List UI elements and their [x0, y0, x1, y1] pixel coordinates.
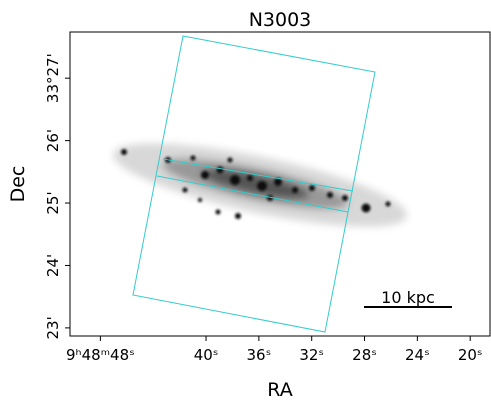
chart-title: N3003	[249, 9, 312, 31]
galaxy-image	[113, 35, 407, 333]
x-tick-label: 20ˢ	[458, 346, 483, 364]
field-outline	[132, 35, 376, 333]
x-tick-label: 24ˢ	[405, 346, 430, 364]
y-axis-label: Dec	[7, 166, 29, 203]
axes-frame	[69, 31, 491, 337]
y-tick-label: 26'	[44, 129, 62, 152]
x-tick-label: 32ˢ	[299, 346, 324, 364]
y-tick-label: 33°27'	[44, 53, 62, 103]
y-tick-label: 23'	[44, 316, 62, 339]
x-tick-label: 28ˢ	[352, 346, 377, 364]
slit-edge	[162, 158, 354, 192]
slit-edge	[156, 175, 349, 213]
x-tick-label: 9ʰ48ᵐ48ˢ	[66, 346, 135, 364]
y-tick-label: 25'	[44, 191, 62, 214]
x-axis-label: RA	[267, 379, 292, 401]
y-tick-label: 24'	[44, 254, 62, 277]
x-tick-label: 36ˢ	[247, 346, 272, 364]
scale-bar-label: 10 kpc	[381, 288, 435, 307]
x-tick-label: 40ˢ	[194, 346, 219, 364]
